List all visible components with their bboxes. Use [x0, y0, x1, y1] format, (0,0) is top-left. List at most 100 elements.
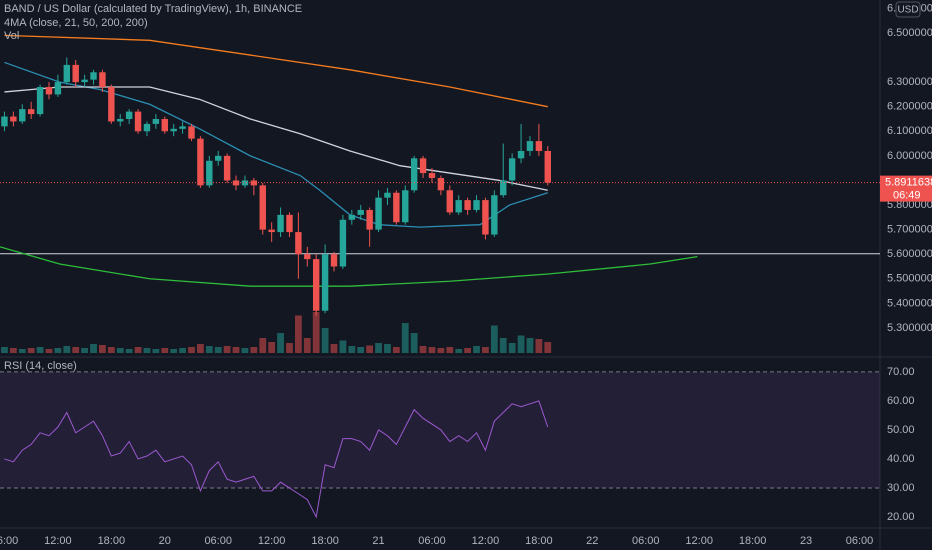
volume-bar: [294, 315, 302, 353]
candle-body: [170, 128, 177, 132]
x-tick-label: 12:00: [472, 535, 500, 547]
candle-body: [1, 116, 8, 127]
volume-bar: [303, 338, 311, 353]
volume-bar: [63, 346, 71, 353]
volume-bar: [9, 348, 17, 353]
volume-bar: [392, 347, 400, 353]
candle-body: [117, 118, 124, 122]
candle-body: [206, 160, 213, 186]
candle-body: [90, 72, 97, 80]
y-tick-label: 6.30000000: [887, 76, 932, 88]
x-tick-label: 06:00: [204, 535, 232, 547]
x-tick-label: 18:00: [525, 535, 553, 547]
candle-body: [286, 214, 293, 233]
candle-body: [268, 229, 275, 233]
rsi-pane: [0, 371, 880, 519]
x-tick-label: 06:00: [0, 535, 18, 547]
candle-body: [72, 64, 79, 83]
volume-bar: [446, 347, 454, 353]
candle-body: [143, 123, 151, 132]
x-tick-label: 23: [800, 535, 812, 547]
volume-bar: [428, 347, 436, 353]
y-tick-label: 5.40000000: [887, 297, 932, 309]
x-tick-label: 06:00: [632, 535, 660, 547]
candle-body: [339, 219, 347, 267]
volume-bar: [366, 345, 374, 353]
candle-body: [197, 138, 204, 186]
candle-body: [108, 87, 115, 122]
x-tick-label: 06:00: [846, 535, 874, 547]
volume-bar: [188, 347, 195, 353]
candle-body: [54, 82, 62, 95]
volume-bar: [107, 347, 115, 353]
volume-bar: [125, 349, 133, 353]
y-tick-label: 5.50000000: [887, 273, 932, 285]
candle-body: [10, 116, 17, 122]
volume-bar: [250, 347, 258, 353]
volume-bar: [161, 348, 169, 353]
volume-bar: [312, 312, 320, 353]
volume-bar: [544, 342, 552, 353]
volume-bar: [357, 347, 365, 353]
volume-bar: [526, 338, 534, 353]
y-tick-label: 6.20000000: [887, 101, 932, 113]
chart-title: BAND / US Dollar (calculated by TradingV…: [4, 3, 302, 15]
x-tick-label: 22: [586, 535, 598, 547]
candle-body: [241, 180, 249, 186]
candle-body: [312, 259, 320, 311]
candle-body: [508, 158, 516, 181]
rsi-title: RSI (14, close): [4, 360, 77, 372]
volume-bar: [482, 347, 489, 353]
candle-body: [99, 72, 106, 88]
candle-body: [500, 180, 507, 196]
volume-bar: [232, 347, 240, 353]
y-tick-label: 5.80000000: [887, 199, 932, 211]
candle-body: [161, 118, 168, 132]
candle-body: [366, 209, 373, 230]
candle-body: [330, 254, 338, 267]
main-pane: [0, 34, 880, 353]
candle-body: [419, 158, 427, 174]
candle-body: [428, 173, 436, 178]
candle-body: [304, 254, 311, 260]
currency-label: USD: [897, 5, 918, 16]
volume-bar: [27, 348, 35, 353]
candle-body: [393, 192, 400, 223]
volume-bar: [535, 339, 543, 353]
y-tick-label: 5.70000000: [887, 224, 932, 236]
moving-average: [4, 34, 548, 108]
x-tick-label: 20: [159, 535, 171, 547]
candle-body: [384, 192, 391, 198]
volume-bar: [490, 325, 498, 353]
volume-bar: [116, 348, 124, 353]
volume-bar: [437, 348, 445, 353]
candle-body: [81, 79, 88, 83]
x-tick-label: 21: [372, 535, 384, 547]
y-tick-label: 6.10000000: [887, 125, 932, 137]
volume-bar: [134, 347, 142, 353]
candle-body: [134, 111, 142, 132]
volume-bar: [197, 344, 204, 353]
volume-bar: [214, 347, 222, 353]
volume-bar: [473, 346, 480, 353]
volume-bar: [384, 344, 391, 353]
candle-body: [277, 214, 284, 233]
candle-body: [295, 232, 302, 255]
volume-bar: [18, 349, 26, 353]
candle-body: [152, 118, 160, 124]
candle-body: [410, 158, 418, 191]
volume-label: Vol: [4, 30, 19, 42]
volume-bar: [508, 343, 516, 353]
candle-body: [215, 155, 222, 161]
candle-body: [36, 87, 44, 115]
volume-bar: [259, 338, 267, 353]
candle-body: [473, 200, 480, 210]
rsi-line: [4, 400, 549, 519]
volume-bar: [277, 333, 284, 353]
candle-body: [232, 180, 240, 186]
candle-body: [321, 254, 329, 311]
volume-bar: [375, 343, 382, 353]
volume-bar: [268, 342, 276, 353]
